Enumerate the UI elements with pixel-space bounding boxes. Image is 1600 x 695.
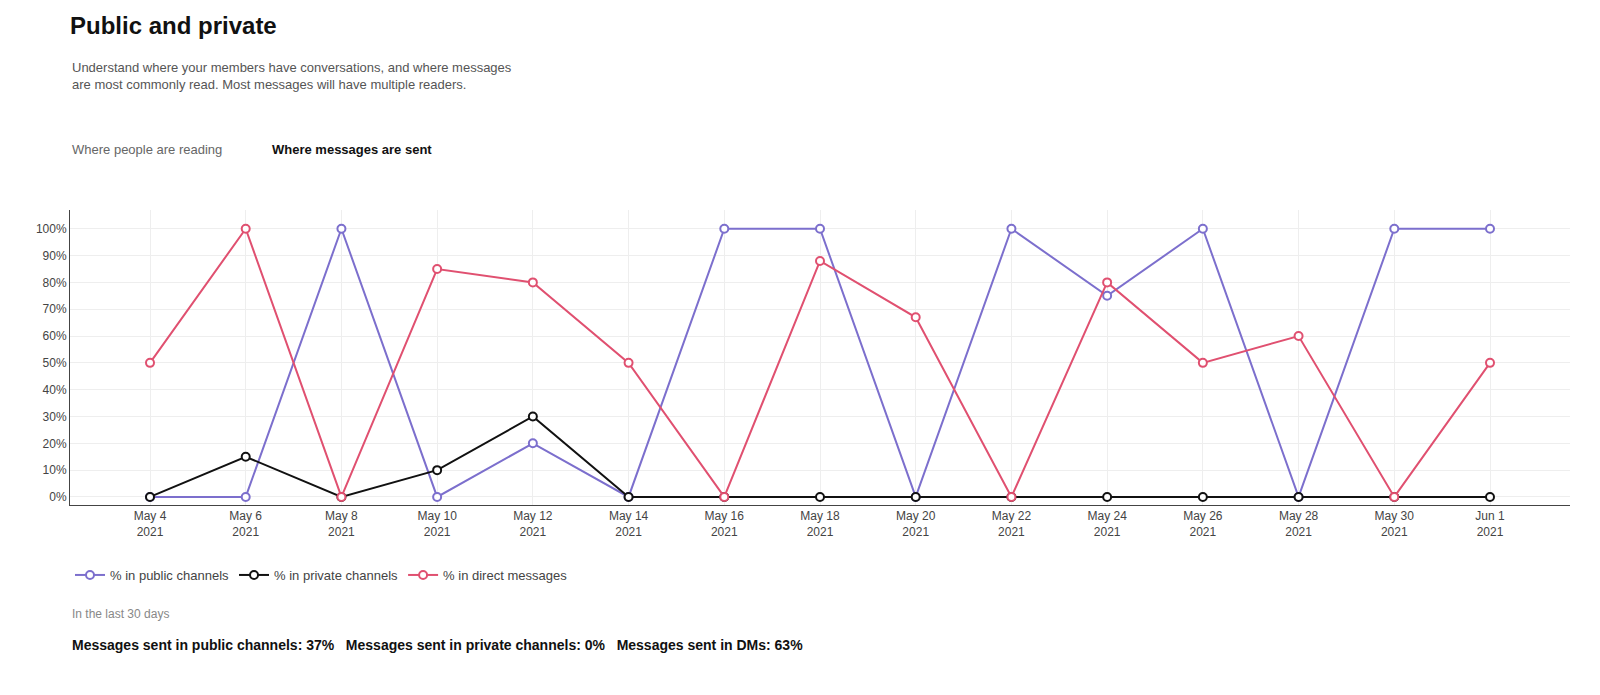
svg-text:40%: 40% — [43, 383, 67, 397]
svg-text:May 262021: May 262021 — [1183, 509, 1223, 539]
svg-text:100%: 100% — [36, 222, 67, 236]
svg-text:In the last 30 days: In the last 30 days — [72, 607, 169, 621]
svg-text:May 142021: May 142021 — [609, 509, 649, 539]
svg-text:May 222021: May 222021 — [992, 509, 1032, 539]
svg-text:90%: 90% — [43, 249, 67, 263]
svg-text:% in direct messages: % in direct messages — [443, 568, 567, 583]
svg-text:20%: 20% — [43, 437, 67, 451]
svg-text:Messages sent in public channe: Messages sent in public channels: 37% Me… — [72, 637, 803, 653]
svg-text:May 182021: May 182021 — [800, 509, 840, 539]
svg-text:70%: 70% — [43, 302, 67, 316]
svg-text:May 62021: May 62021 — [229, 509, 262, 539]
svg-text:May 282021: May 282021 — [1279, 509, 1319, 539]
svg-text:Where people are reading: Where people are reading — [72, 142, 222, 157]
svg-text:80%: 80% — [43, 276, 67, 290]
svg-text:60%: 60% — [43, 329, 67, 343]
svg-text:Where messages are sent: Where messages are sent — [272, 142, 432, 157]
svg-text:May 202021: May 202021 — [896, 509, 936, 539]
svg-text:0%: 0% — [49, 490, 67, 504]
svg-text:Public and private: Public and private — [70, 12, 277, 39]
svg-text:May 242021: May 242021 — [1087, 509, 1127, 539]
svg-text:May 42021: May 42021 — [134, 509, 167, 539]
svg-text:% in public channels: % in public channels — [110, 568, 229, 583]
svg-text:May 82021: May 82021 — [325, 509, 358, 539]
svg-text:% in private channels: % in private channels — [274, 568, 398, 583]
svg-text:May 122021: May 122021 — [513, 509, 553, 539]
svg-text:10%: 10% — [43, 463, 67, 477]
svg-text:30%: 30% — [43, 410, 67, 424]
svg-text:May 102021: May 102021 — [417, 509, 457, 539]
svg-text:May 162021: May 162021 — [705, 509, 745, 539]
svg-text:May 302021: May 302021 — [1375, 509, 1415, 539]
svg-text:Jun 12021: Jun 12021 — [1475, 509, 1505, 539]
svg-text:Understand where your members: Understand where your members have conve… — [72, 60, 512, 92]
svg-text:50%: 50% — [43, 356, 67, 370]
